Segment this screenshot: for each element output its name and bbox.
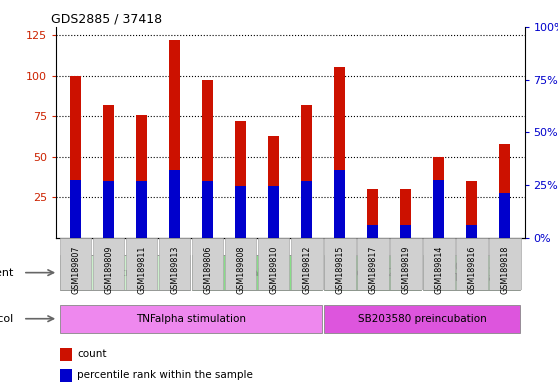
Bar [390,238,421,290]
Bar [367,225,378,238]
Text: TNFalpha stimulation: TNFalpha stimulation [136,314,246,324]
Bar [60,369,72,382]
Text: GSM189808: GSM189808 [236,246,245,294]
Bar [126,238,157,290]
Bar [202,181,213,238]
Text: GSM189810: GSM189810 [269,246,278,294]
Bar [192,255,322,290]
Bar [489,238,521,290]
Bar [301,181,312,238]
Bar [499,193,511,238]
Text: GSM189806: GSM189806 [203,246,212,294]
Text: TNFalpha: TNFalpha [234,268,280,278]
Text: GSM189811: GSM189811 [137,246,146,294]
Bar [60,255,190,290]
Bar [159,238,190,290]
Text: GSM189814: GSM189814 [434,246,443,294]
Bar [423,238,455,290]
Bar [324,255,421,290]
Bar [192,238,224,290]
Text: protocol: protocol [0,314,13,324]
Bar [169,40,180,238]
Bar [169,170,180,238]
Bar [400,225,411,238]
Bar [324,305,520,333]
Bar [136,114,147,238]
Text: GSM189816: GSM189816 [467,246,476,294]
Text: GSM189809: GSM189809 [104,246,113,295]
Text: percentile rank within the sample: percentile rank within the sample [77,370,253,380]
Bar [258,238,290,290]
Bar [433,157,445,238]
Bar [225,238,257,290]
Bar [334,170,345,238]
Bar [93,238,124,290]
Text: control 2: control 2 [351,268,395,278]
Bar [70,76,81,238]
Bar [103,181,114,238]
Bar [60,305,322,333]
Bar [235,186,247,238]
Bar [423,255,520,290]
Bar [466,225,478,238]
Bar [301,105,312,238]
Text: GSM189812: GSM189812 [302,246,311,295]
Bar [70,180,81,238]
Bar [433,180,445,238]
Bar [400,189,411,238]
Bar [103,105,114,238]
Bar [324,238,355,290]
Bar [499,144,511,238]
Bar [235,121,247,238]
Text: control 1: control 1 [104,268,147,278]
Bar [268,136,280,238]
Bar [60,348,72,361]
Bar [136,181,147,238]
Text: SB203580 preincubation: SB203580 preincubation [358,314,487,324]
Text: GSM189807: GSM189807 [71,246,80,295]
Bar [291,238,323,290]
Bar [60,238,92,290]
Text: count: count [77,349,107,359]
Text: GSM189819: GSM189819 [401,246,410,295]
Text: GDS2885 / 37418: GDS2885 / 37418 [51,13,162,26]
Bar [456,238,488,290]
Bar [357,238,388,290]
Text: agent: agent [0,268,13,278]
Text: GSM189817: GSM189817 [368,246,377,295]
Text: SB203580 and
TNFalpha: SB203580 and TNFalpha [436,262,507,283]
Bar [334,68,345,238]
Text: GSM189815: GSM189815 [335,246,344,295]
Text: GSM189813: GSM189813 [170,246,179,294]
Bar [466,181,478,238]
Bar [367,189,378,238]
Bar [202,81,213,238]
Text: GSM189818: GSM189818 [500,246,509,294]
Bar [268,186,280,238]
